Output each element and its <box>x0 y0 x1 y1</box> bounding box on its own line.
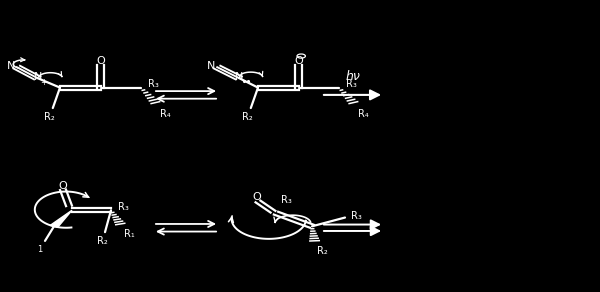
Text: R₃: R₃ <box>118 202 129 212</box>
Text: hν: hν <box>345 70 360 83</box>
Text: R₂: R₂ <box>97 236 108 246</box>
Polygon shape <box>50 210 72 227</box>
Text: +: + <box>40 78 47 87</box>
Text: R₄: R₄ <box>358 109 369 119</box>
Text: R₃: R₃ <box>346 79 357 89</box>
Text: O: O <box>97 56 105 66</box>
Text: R₃: R₃ <box>281 195 292 205</box>
Text: 1: 1 <box>37 245 42 254</box>
Text: N: N <box>207 61 215 71</box>
Text: R₃: R₃ <box>148 79 159 89</box>
Text: R₃: R₃ <box>351 211 362 221</box>
Text: O: O <box>295 56 303 66</box>
Text: R₂: R₂ <box>317 246 328 256</box>
Text: N: N <box>235 72 244 82</box>
Text: R₁: R₁ <box>124 229 135 239</box>
Text: O: O <box>59 181 67 191</box>
Text: N: N <box>7 61 15 71</box>
Text: R₄: R₄ <box>160 109 171 119</box>
Text: N: N <box>34 72 42 82</box>
Text: R₂: R₂ <box>242 112 253 122</box>
Text: R₂: R₂ <box>44 112 55 122</box>
Text: O: O <box>253 192 261 202</box>
